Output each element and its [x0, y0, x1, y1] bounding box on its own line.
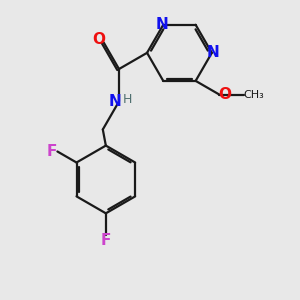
Text: O: O: [218, 87, 231, 102]
Text: N: N: [207, 45, 220, 60]
Text: H: H: [123, 93, 132, 106]
Text: O: O: [92, 32, 105, 47]
Text: F: F: [46, 144, 57, 159]
Text: F: F: [100, 233, 111, 248]
Text: N: N: [108, 94, 121, 109]
Text: N: N: [155, 17, 168, 32]
Text: CH₃: CH₃: [244, 90, 265, 100]
